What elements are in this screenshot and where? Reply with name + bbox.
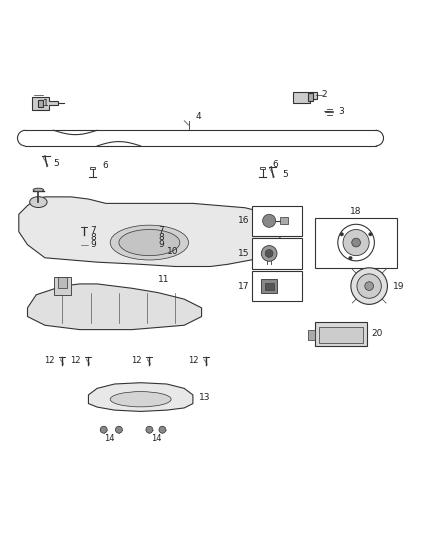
- Circle shape: [349, 256, 352, 260]
- Bar: [261, 279, 277, 293]
- Text: 12: 12: [187, 356, 198, 365]
- Ellipse shape: [33, 188, 44, 192]
- Text: 17: 17: [238, 281, 250, 290]
- Text: 7: 7: [158, 227, 164, 235]
- Text: 18: 18: [350, 206, 362, 215]
- Circle shape: [357, 274, 381, 298]
- Bar: [252, 271, 302, 301]
- Polygon shape: [28, 284, 201, 329]
- Text: 9: 9: [158, 240, 164, 249]
- Text: 8: 8: [158, 233, 164, 243]
- Text: 8: 8: [91, 233, 96, 243]
- Polygon shape: [19, 197, 280, 266]
- Polygon shape: [32, 97, 58, 110]
- Circle shape: [369, 232, 372, 236]
- Text: 14: 14: [104, 434, 115, 443]
- Bar: [146, 235, 157, 240]
- Bar: [252, 238, 302, 269]
- Text: 5: 5: [282, 169, 288, 179]
- Circle shape: [100, 426, 107, 433]
- Text: 12: 12: [131, 356, 141, 365]
- Bar: [260, 167, 265, 169]
- Circle shape: [365, 282, 374, 290]
- Bar: [315, 322, 367, 346]
- Text: 7: 7: [91, 227, 96, 235]
- Circle shape: [159, 426, 166, 433]
- Circle shape: [352, 238, 360, 247]
- Bar: [146, 243, 157, 246]
- Text: 1: 1: [43, 99, 49, 108]
- Text: 9: 9: [91, 240, 96, 249]
- Bar: [315, 217, 397, 268]
- Text: 12: 12: [70, 356, 81, 365]
- Circle shape: [351, 268, 388, 304]
- Text: 11: 11: [158, 275, 170, 284]
- Bar: [308, 329, 315, 341]
- Ellipse shape: [110, 225, 188, 260]
- Ellipse shape: [119, 230, 180, 256]
- Bar: [252, 206, 302, 236]
- Text: 13: 13: [199, 393, 211, 401]
- Bar: [58, 277, 67, 288]
- Bar: [38, 100, 43, 107]
- Circle shape: [146, 426, 153, 433]
- Bar: [79, 235, 89, 240]
- Circle shape: [265, 249, 273, 257]
- Bar: [90, 167, 95, 169]
- Text: 20: 20: [371, 329, 383, 338]
- Circle shape: [261, 246, 277, 261]
- Polygon shape: [88, 383, 193, 411]
- Bar: [79, 243, 89, 246]
- Bar: [53, 277, 71, 295]
- Text: 16: 16: [238, 216, 250, 225]
- Circle shape: [116, 426, 122, 433]
- Text: 3: 3: [339, 107, 344, 116]
- Bar: [319, 327, 363, 343]
- Text: 10: 10: [167, 247, 178, 256]
- Bar: [265, 282, 273, 289]
- Bar: [280, 217, 288, 224]
- Text: 14: 14: [151, 434, 161, 443]
- Ellipse shape: [110, 392, 171, 407]
- Text: 6: 6: [272, 160, 278, 169]
- Text: 6: 6: [103, 160, 109, 169]
- Circle shape: [340, 232, 343, 236]
- Polygon shape: [293, 92, 317, 103]
- Circle shape: [263, 214, 276, 228]
- Text: 12: 12: [44, 356, 54, 365]
- Text: 15: 15: [238, 249, 250, 258]
- Text: 5: 5: [53, 159, 60, 168]
- Text: 4: 4: [195, 112, 201, 121]
- Text: 19: 19: [393, 281, 405, 290]
- Bar: [308, 93, 313, 101]
- Ellipse shape: [30, 197, 47, 207]
- Text: 2: 2: [321, 90, 327, 99]
- Circle shape: [343, 230, 369, 256]
